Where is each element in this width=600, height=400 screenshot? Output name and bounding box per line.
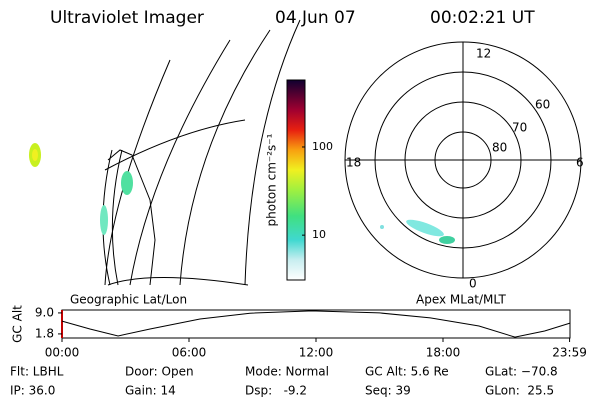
x-tick-label: 18:00 xyxy=(426,346,461,360)
colorbar-label: photon cm⁻²s⁻¹ xyxy=(265,133,279,226)
x-tick-label: 12:00 xyxy=(299,346,334,360)
info-field: Seq: 39 xyxy=(365,384,411,398)
mlt-label: 6 xyxy=(576,156,584,170)
y-tick-label: 1.8 xyxy=(35,326,54,340)
x-tick-label: 00:00 xyxy=(45,346,80,360)
colorbar-tick-label: 10 xyxy=(312,228,326,241)
mlat-label: 60 xyxy=(535,98,550,112)
x-tick-label: 23:59 xyxy=(552,346,587,360)
mlt-label: 0 xyxy=(469,277,477,291)
info-field: GLon: 25.5 xyxy=(485,384,554,398)
info-field: Mode: Normal xyxy=(245,365,329,379)
x-tick-label: 06:00 xyxy=(172,346,207,360)
plot-frame xyxy=(61,309,571,339)
y-axis-label: GC Alt xyxy=(11,305,25,343)
title: Ultraviolet Imager xyxy=(50,8,204,28)
info-field: Door: Open xyxy=(125,365,194,379)
time: 00:02:21 UT xyxy=(430,8,535,28)
altitude-line xyxy=(61,310,571,338)
date: 04 Jun 07 xyxy=(275,8,356,28)
polar-grid xyxy=(344,41,582,279)
mlat-label: 80 xyxy=(492,141,507,155)
mlat-label: 70 xyxy=(512,121,527,135)
info-field: GLat: −70.8 xyxy=(485,365,558,379)
y-tick-label: 9.0 xyxy=(35,305,54,319)
info-field: Dsp: -9.2 xyxy=(245,384,307,398)
info-field: Gain: 14 xyxy=(125,384,176,398)
mlt-label: 18 xyxy=(346,156,361,170)
colorbar-tick-label: 100 xyxy=(312,140,333,153)
polar-label: Apex MLat/MLT xyxy=(416,293,506,307)
info-field: GC Alt: 5.6 Re xyxy=(365,365,449,379)
mlt-label: 12 xyxy=(476,47,491,61)
map-label: Geographic Lat/Lon xyxy=(70,293,187,307)
colorbar xyxy=(286,79,306,281)
map xyxy=(29,19,301,286)
info-field: IP: 36.0 xyxy=(10,384,55,398)
info-field: Flt: LBHL xyxy=(10,365,64,379)
